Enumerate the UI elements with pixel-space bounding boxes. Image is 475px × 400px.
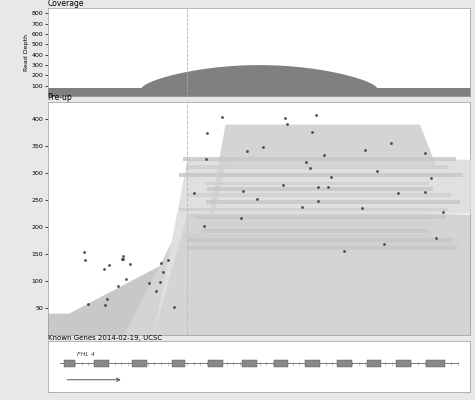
Bar [132, 360, 147, 367]
Bar [337, 360, 352, 367]
Bar [367, 360, 381, 367]
Bar [208, 360, 223, 367]
Y-axis label: Read Depth: Read Depth [24, 34, 29, 71]
Text: FHL 4: FHL 4 [77, 352, 95, 357]
Bar [207, 200, 460, 204]
Bar [182, 234, 432, 238]
Bar [179, 174, 463, 177]
Bar [187, 194, 451, 197]
Bar [187, 246, 456, 250]
Bar [192, 242, 459, 246]
Bar [426, 360, 445, 367]
Bar [195, 215, 446, 219]
Bar [65, 360, 75, 367]
Bar [396, 360, 411, 367]
Text: Pre-up: Pre-up [48, 94, 72, 102]
Text: Known Genes 2014-02-19, UCSC: Known Genes 2014-02-19, UCSC [48, 334, 162, 340]
Bar [188, 238, 454, 242]
Bar [274, 360, 288, 367]
Bar [305, 360, 320, 367]
Bar [201, 222, 434, 226]
Bar [183, 157, 456, 161]
Text: Coverage: Coverage [48, 0, 84, 8]
Bar [201, 229, 429, 233]
Bar [179, 208, 448, 211]
Bar [242, 360, 257, 367]
Bar [94, 360, 109, 367]
Bar [172, 360, 185, 367]
Bar [205, 182, 429, 185]
Bar [186, 165, 448, 169]
Bar [207, 187, 433, 191]
